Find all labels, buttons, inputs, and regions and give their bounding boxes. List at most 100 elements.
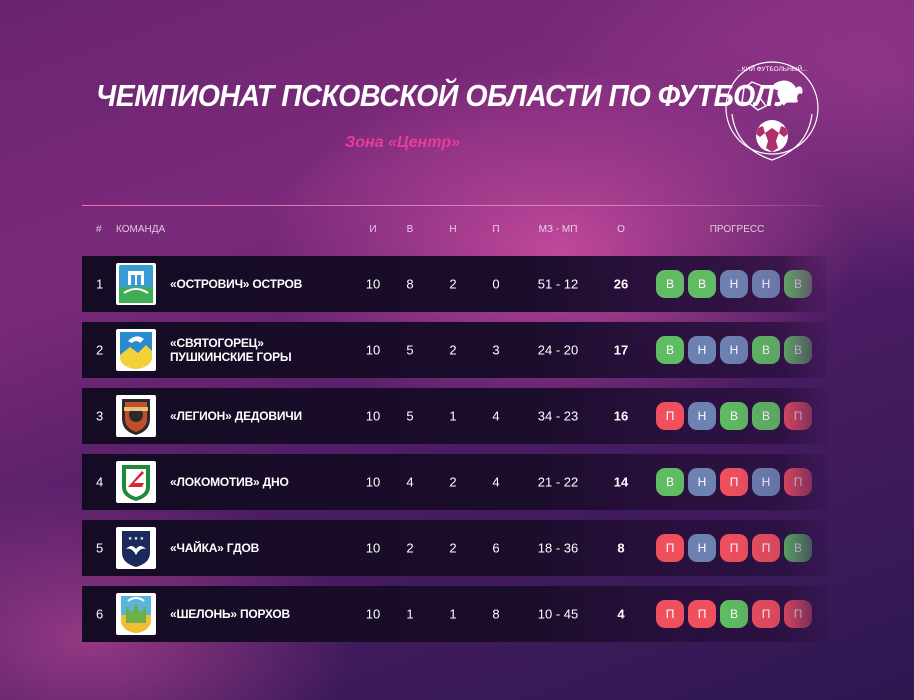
form-badge: Н [752,468,780,496]
svg-text:...КИЙ ФУТБОЛЬНЫЙ...: ...КИЙ ФУТБОЛЬНЫЙ... [736,64,808,73]
row-goals: 34 - 23 [537,408,579,424]
row-won: 1 [406,606,414,622]
row-points: 8 [617,540,625,556]
page-subtitle: Зона «Центр» [345,134,461,151]
row-position: 4 [96,474,104,490]
row-won: 8 [406,276,414,292]
row-team: «Чайка» Гдов [170,541,260,555]
header-played: И [369,224,377,235]
form-badge: В [656,336,684,364]
federation-logo: ...КИЙ ФУТБОЛЬНЫЙ... [725,61,819,161]
form-badge: П [720,534,748,562]
form-badge: В [720,402,748,430]
form-badge: В [752,402,780,430]
header-drawn: Н [449,224,457,235]
row-goals: 21 - 22 [537,474,579,490]
row-drawn: 2 [449,540,457,556]
row-points: 17 [613,342,629,358]
row-position: 6 [96,606,104,622]
form-badge: П [656,600,684,628]
form-badge: П [784,402,812,430]
form-badge: Н [688,336,716,364]
form-badge: П [720,468,748,496]
header-team: КОМАНДА [116,224,166,235]
row-points: 26 [613,276,629,292]
form-badge: Н [752,270,780,298]
row-team: «Шелонь» Порхов [170,607,290,621]
row-played: 10 [365,342,381,358]
form-badge: В [688,270,716,298]
row-points: 4 [617,606,625,622]
form-badge: В [656,270,684,298]
row-drawn: 2 [449,276,457,292]
row-lost: 8 [492,606,500,622]
row-played: 10 [365,276,381,292]
row-team: «Легион» Дедовичи [170,409,302,423]
table-row: 3 «Легион» Дедовичи 10 5 1 4 34 - 23 16 … [82,388,827,444]
form-badge: В [784,270,812,298]
row-position: 3 [96,408,104,424]
row-lost: 4 [492,474,500,490]
pushkinskie-gory-emblem [116,329,156,371]
form-badge: В [720,600,748,628]
table-row: 1 «Острович» Остров 10 8 2 0 51 - 12 26 … [82,256,827,312]
form-badge: П [752,600,780,628]
form-badge: В [752,336,780,364]
row-drawn: 2 [449,474,457,490]
row-points: 14 [613,474,629,490]
table-row: 6 «Шелонь» Порхов 10 1 1 8 10 - 45 4 ППВ… [82,586,827,642]
ostrov-emblem [116,263,156,305]
row-lost: 4 [492,408,500,424]
table-row: 2 «Святогорец» Пушкинские Горы 10 5 2 3 … [82,322,827,378]
form-badge: Н [688,402,716,430]
form-badge: В [656,468,684,496]
row-played: 10 [365,540,381,556]
table-row: 4 «Локомотив» Дно 10 4 2 4 21 - 22 14 ВН… [82,454,827,510]
row-position: 2 [96,342,104,358]
form-badge: Н [720,336,748,364]
header-lost: П [492,224,500,235]
row-team: «Локомотив» Дно [170,475,289,489]
form-badge: П [656,402,684,430]
row-played: 10 [365,408,381,424]
row-lost: 0 [492,276,500,292]
header-goals: МЗ - МП [538,224,578,235]
row-played: 10 [365,474,381,490]
row-goals: 24 - 20 [537,342,579,358]
row-drawn: 1 [449,606,457,622]
form-badge: Н [688,534,716,562]
row-played: 10 [365,606,381,622]
header-points: О [617,224,625,235]
row-position: 1 [96,276,104,292]
row-won: 4 [406,474,414,490]
row-goals: 18 - 36 [537,540,579,556]
row-won: 5 [406,342,414,358]
table-header: # КОМАНДА И В Н П МЗ - МП О ПРОГРЕСС [82,224,822,238]
header-progress: ПРОГРЕСС [709,224,765,235]
row-lost: 6 [492,540,500,556]
legion-emblem [116,395,156,437]
row-lost: 3 [492,342,500,358]
row-drawn: 2 [449,342,457,358]
row-goals: 10 - 45 [537,606,579,622]
row-goals: 51 - 12 [537,276,579,292]
page-title: ЧЕМПИОНАТ ПСКОВСКОЙ ОБЛАСТИ ПО ФУТБОЛУ [96,78,793,113]
form-badge: П [784,600,812,628]
header-won: В [406,224,414,235]
form-badge: В [784,534,812,562]
table-row: 5 ★ ★ ★ «Чайка» Гдов 10 2 2 6 18 - 36 8 … [82,520,827,576]
form-badge: П [752,534,780,562]
form-badge: Н [688,468,716,496]
form-badge: В [784,336,812,364]
header-num: # [96,224,102,235]
row-position: 5 [96,540,104,556]
row-team: «Острович» Остров [170,277,303,291]
form-badge: П [688,600,716,628]
porkhov-emblem [116,593,156,635]
svg-text:★ ★ ★: ★ ★ ★ [128,536,145,542]
form-badge: П [656,534,684,562]
